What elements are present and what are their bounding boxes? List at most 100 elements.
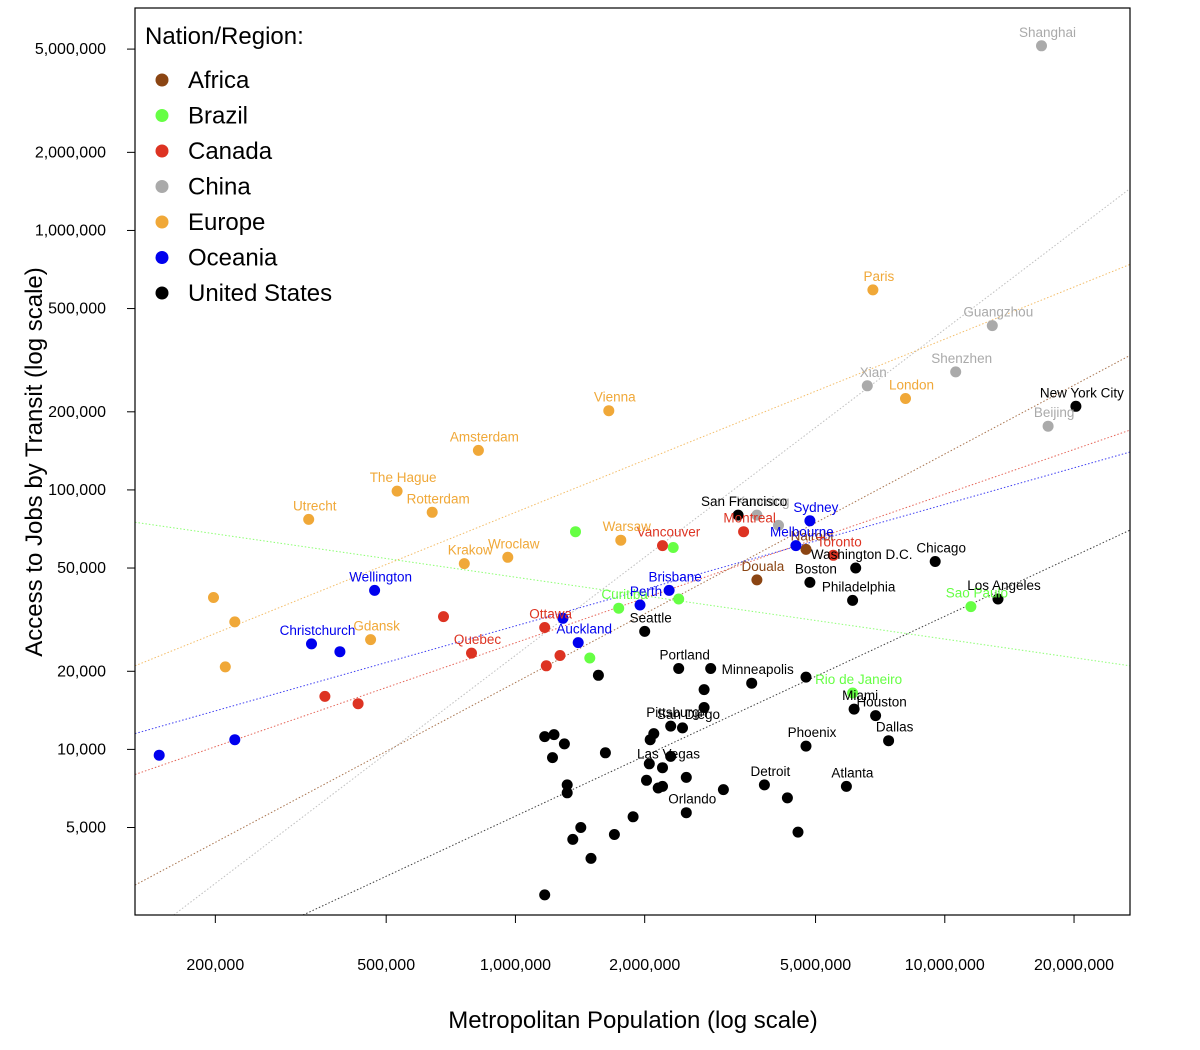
y-tick-label: 20,000 <box>57 663 106 680</box>
point-united-states <box>698 684 710 696</box>
trend-line-united-states <box>302 529 1130 915</box>
point-africa-douala <box>751 574 763 586</box>
point-united-states <box>561 787 573 799</box>
point-label-utrecht: Utrecht <box>293 498 337 513</box>
point-united-states-philadelphia <box>847 594 859 606</box>
point-europe-krakow <box>458 558 470 570</box>
point-united-states-dallas <box>883 735 895 747</box>
point-label-detroit: Detroit <box>751 764 791 779</box>
point-europe-vienna <box>603 405 615 417</box>
point-oceania-melbourne <box>790 540 802 552</box>
point-label-christchurch: Christchurch <box>280 623 356 638</box>
legend-label-oceania: Oceania <box>188 245 278 272</box>
point-canada-quebec <box>466 647 477 659</box>
point-united-states-san-diego <box>677 722 688 734</box>
point-europe-the-hague <box>391 485 403 497</box>
legend-marker-united-states <box>155 286 169 300</box>
point-united-states-minneapolis <box>746 677 758 689</box>
point-label-las-vegas: Las Vegas <box>637 747 700 762</box>
point-label-chicago: Chicago <box>916 541 966 556</box>
point-united-states-pittsburgh <box>665 720 677 732</box>
legend-marker-china <box>155 180 169 193</box>
point-label-san-diego: San Diego <box>657 707 720 722</box>
x-tick-label: 20,000,000 <box>1034 957 1114 974</box>
point-canada-ottawa <box>539 622 551 633</box>
point-label-orlando: Orlando <box>668 792 716 807</box>
point-united-states-atlanta <box>840 780 852 792</box>
point-label-houston: Houston <box>856 695 906 710</box>
point-china-shenzhen <box>950 366 962 378</box>
x-axis-title: Metropolitan Population (log scale) <box>448 1007 818 1034</box>
point-oceania-perth <box>634 599 646 611</box>
legend-marker-canada <box>155 144 169 158</box>
point-united-states-los-angeles <box>992 593 1004 605</box>
point-label-gdansk: Gdansk <box>353 619 400 634</box>
point-china-shanghai <box>1036 40 1047 52</box>
point-label-phoenix: Phoenix <box>788 725 837 740</box>
plot-frame <box>134 7 1131 916</box>
x-tick-label: 5,000,000 <box>780 957 851 974</box>
legend-marker-africa <box>155 73 169 87</box>
point-oceania <box>153 749 165 761</box>
x-tick-label: 500,000 <box>357 957 415 974</box>
point-europe-gdansk <box>365 634 377 646</box>
point-label-auckland: Auckland <box>556 622 612 637</box>
point-label-guangzhou: Guangzhou <box>963 305 1033 320</box>
point-united-states-chicago <box>929 556 941 567</box>
point-united-states <box>599 747 611 759</box>
point-brazil <box>673 593 685 605</box>
point-united-states <box>567 833 579 845</box>
point-united-states-las-vegas <box>657 762 668 774</box>
point-label-brisbane: Brisbane <box>648 569 701 584</box>
point-united-states-seattle <box>639 625 651 637</box>
point-europe-rotterdam <box>426 506 438 518</box>
y-tick-label: 100,000 <box>48 482 106 499</box>
point-united-states <box>575 822 587 833</box>
point-europe-london <box>900 393 911 404</box>
point-united-states-washington-d-c <box>850 562 862 574</box>
point-oceania-christchurch <box>306 638 317 650</box>
point-united-states-detroit <box>758 779 770 791</box>
point-china-beijing <box>1042 420 1054 432</box>
trend-line-brazil <box>135 521 1130 667</box>
point-label-washington-d-c: Washington D.C. <box>811 547 913 562</box>
point-united-states <box>781 792 793 804</box>
legend-label-europe: Europe <box>188 209 265 236</box>
point-united-states <box>585 852 597 864</box>
point-canada <box>319 690 331 702</box>
point-label-curitiba: Curitiba <box>601 587 648 602</box>
point-label-portland: Portland <box>660 648 710 663</box>
legend-marker-europe <box>155 215 169 229</box>
point-united-states-phoenix <box>800 740 812 752</box>
point-europe-warsaw <box>615 534 627 546</box>
point-europe-utrecht <box>303 513 315 525</box>
point-united-states <box>627 811 639 823</box>
point-united-states <box>539 731 551 743</box>
legend-label-canada: Canada <box>188 138 273 165</box>
trend-line-europe <box>135 263 1130 667</box>
point-label-melbourne: Melbourne <box>770 525 834 540</box>
point-united-states-boston <box>804 576 816 588</box>
point-africa-nairobi <box>800 543 812 555</box>
point-canada-vancouver <box>657 540 668 552</box>
point-label-new-york-city: New York City <box>1040 385 1124 400</box>
point-united-states-new-york-city <box>1070 400 1082 412</box>
point-united-states <box>705 663 717 674</box>
point-canada <box>540 660 552 672</box>
point-united-states-portland <box>673 663 685 674</box>
y-tick-label: 1,000,000 <box>35 222 106 239</box>
point-label-san-francisco: San Francisco <box>701 494 787 509</box>
y-axis-title: Access to Jobs by Transit (log scale) <box>21 267 48 656</box>
point-united-states <box>561 779 573 791</box>
point-label-wellington: Wellington <box>349 569 412 584</box>
point-label-krakow: Krakow <box>448 543 493 558</box>
point-label-minneapolis: Minneapolis <box>722 662 794 677</box>
y-tick-label: 200,000 <box>48 404 106 421</box>
point-united-states-orlando <box>680 807 692 819</box>
point-europe <box>219 661 231 673</box>
point-label-wroclaw: Wroclaw <box>488 536 540 551</box>
point-label-shanghai: Shanghai <box>1019 25 1076 40</box>
point-brazil <box>570 526 581 538</box>
